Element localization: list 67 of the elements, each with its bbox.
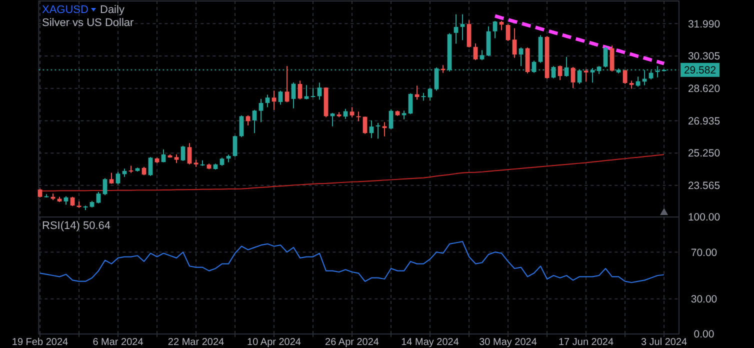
candlestick [246, 114, 250, 126]
candlestick [610, 45, 614, 72]
annotation: Daily [100, 4, 125, 16]
candlestick [109, 172, 114, 184]
y-tick-label: 100.00 [688, 212, 720, 224]
candlestick [187, 142, 192, 165]
candlestick [278, 90, 283, 106]
candlestick [369, 120, 374, 139]
line-series [39, 241, 665, 284]
candlestick [180, 145, 186, 162]
candlestick [525, 46, 530, 74]
candlestick [466, 20, 472, 48]
candlestick [492, 20, 498, 39]
candlestick [116, 171, 120, 186]
x-tick-label: 10 Apr 2024 [247, 337, 302, 348]
candlestick [304, 84, 309, 100]
y-tick-label: 70.00 [690, 246, 718, 259]
candlestick [388, 108, 394, 130]
line-series [39, 154, 665, 192]
candlestick [506, 24, 510, 42]
y-tick-label: 30.00 [690, 294, 718, 306]
x-tick-label: 14 May 2024 [401, 337, 460, 348]
candlestick [473, 42, 478, 61]
candlestick [570, 66, 576, 88]
y-tick-label: 26.935 [688, 115, 720, 128]
candlestick [102, 178, 108, 196]
y-tick-label: 31.990 [688, 18, 720, 30]
candlestick [480, 50, 484, 61]
candlestick [148, 156, 153, 176]
candlestick [512, 28, 517, 58]
candlestick [258, 98, 264, 123]
candlestick [584, 68, 588, 82]
x-tick-label: 6 Mar 2024 [92, 337, 144, 348]
candlestick [408, 92, 413, 115]
candlestick [350, 106, 354, 118]
y-tick-label: 25.250 [688, 148, 720, 160]
y-tick-label: 28.620 [688, 83, 720, 96]
chart-title: XAGUSD [42, 4, 89, 16]
candlestick [454, 14, 458, 44]
y-tick-label: 0.00 [694, 328, 714, 341]
candlestick [558, 65, 562, 81]
candlestick [382, 122, 387, 137]
x-tick-label: 26 Apr 2024 [325, 337, 380, 348]
candlestick [265, 94, 270, 108]
candlestick [284, 66, 290, 103]
candlestick [622, 69, 628, 84]
chart-title: RSI(14) 50.64 [42, 220, 110, 232]
text: Silver vs US Dollar [42, 17, 134, 29]
candlestick [272, 90, 276, 110]
x-tick-label: 17 Jun 2024 [558, 337, 614, 348]
x-tick-label: 3 Jul 2024 [640, 337, 688, 348]
x-tick-label: 19 Feb 2024 [12, 337, 69, 348]
x-tick-label: 30 May 2024 [479, 337, 538, 348]
candlestick [96, 191, 101, 204]
candlestick [298, 80, 302, 100]
candlestick [428, 87, 432, 102]
candlestick [252, 109, 257, 134]
y-tick-label: 23.565 [688, 180, 720, 192]
x-tick-label: 22 Mar 2024 [168, 337, 225, 348]
candlestick [70, 196, 75, 207]
candlestick [291, 82, 296, 109]
candlestick [239, 114, 244, 138]
candlestick [343, 108, 348, 120]
candlestick [232, 135, 238, 158]
y-tick-label: 30.305 [688, 50, 720, 63]
ref-line-label: 29.582 [684, 64, 716, 77]
candlestick [460, 14, 465, 41]
